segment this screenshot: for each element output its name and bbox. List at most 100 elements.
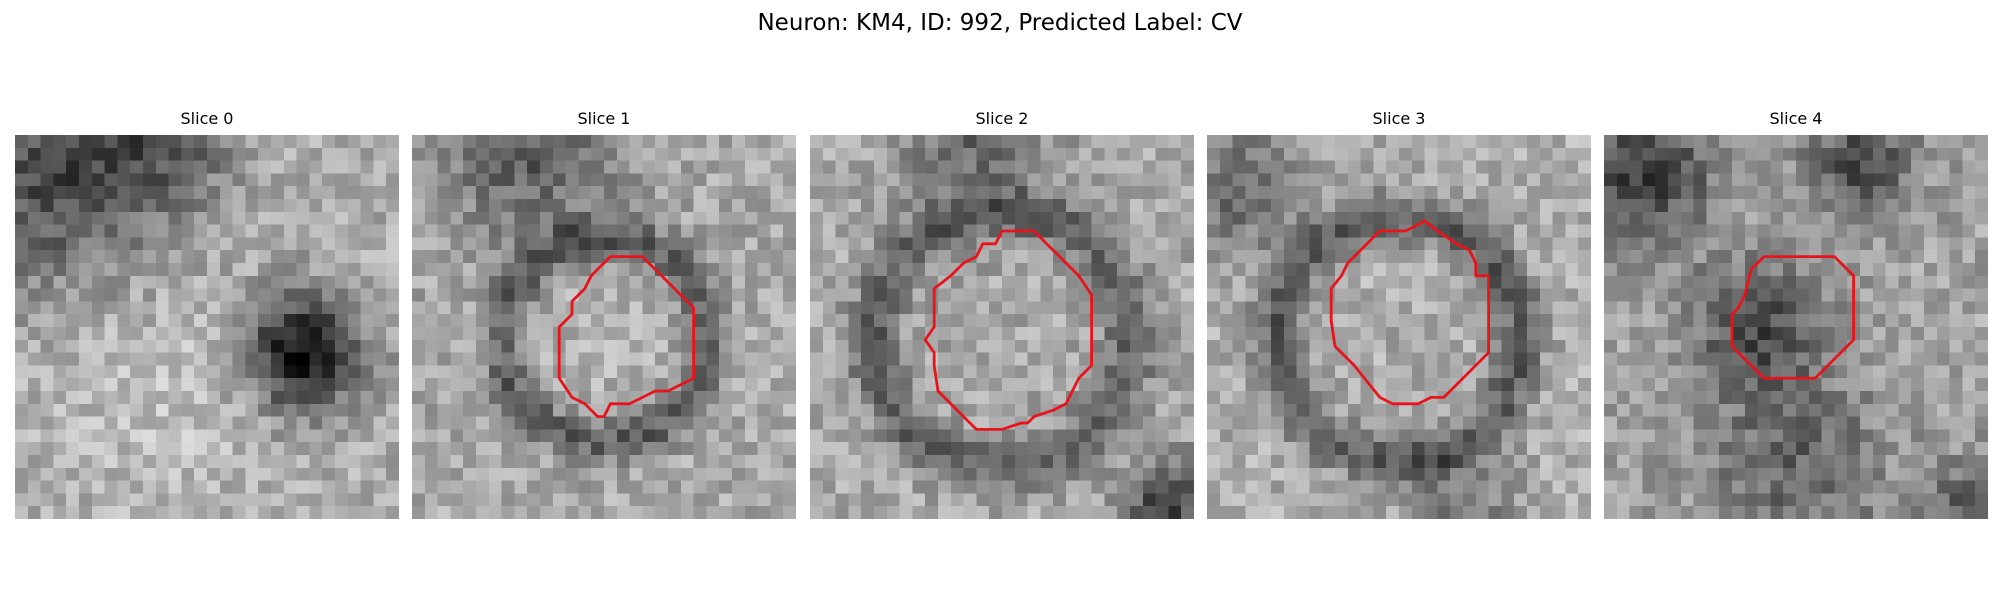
pixel bbox=[168, 263, 182, 277]
pixel bbox=[1732, 467, 1746, 481]
pixel bbox=[1719, 237, 1733, 251]
pixel bbox=[578, 173, 592, 187]
pixel bbox=[168, 467, 182, 481]
pixel bbox=[117, 275, 131, 289]
pixel bbox=[1411, 275, 1425, 289]
pixel bbox=[693, 442, 707, 456]
pixel bbox=[1130, 352, 1144, 366]
pixel bbox=[835, 416, 849, 430]
pixel bbox=[886, 467, 900, 481]
pixel bbox=[874, 173, 888, 187]
pixel bbox=[899, 199, 913, 213]
pixel bbox=[335, 339, 349, 353]
pixel bbox=[207, 288, 221, 302]
pixel bbox=[1604, 339, 1618, 353]
pixel bbox=[1514, 275, 1528, 289]
pixel bbox=[463, 493, 477, 507]
pixel bbox=[207, 493, 221, 507]
pixel bbox=[732, 391, 746, 405]
pixel bbox=[1207, 224, 1221, 238]
pixel bbox=[1501, 455, 1515, 469]
pixel bbox=[245, 352, 259, 366]
pixel bbox=[130, 147, 144, 161]
pixel bbox=[1386, 147, 1400, 161]
pixel bbox=[501, 391, 515, 405]
pixel bbox=[835, 442, 849, 456]
pixel bbox=[104, 147, 118, 161]
pixel bbox=[1271, 480, 1285, 494]
pixel bbox=[874, 314, 888, 328]
pixel bbox=[1053, 160, 1067, 174]
pixel bbox=[386, 391, 399, 405]
pixel bbox=[1757, 314, 1771, 328]
pixel bbox=[450, 314, 464, 328]
pixel bbox=[706, 365, 720, 379]
pixel bbox=[386, 378, 399, 392]
pixel bbox=[1232, 391, 1246, 405]
pixel bbox=[693, 480, 707, 494]
pixel bbox=[1411, 160, 1425, 174]
pixel bbox=[925, 263, 939, 277]
pixel bbox=[360, 442, 374, 456]
pixel bbox=[322, 314, 336, 328]
pixel bbox=[168, 160, 182, 174]
pixel bbox=[1373, 186, 1387, 200]
pixel bbox=[1014, 365, 1028, 379]
pixel bbox=[693, 339, 707, 353]
pixel bbox=[1411, 339, 1425, 353]
pixel bbox=[1834, 493, 1848, 507]
pixel bbox=[1719, 391, 1733, 405]
pixel bbox=[1578, 506, 1591, 519]
pixel bbox=[15, 339, 29, 353]
pixel bbox=[565, 186, 579, 200]
pixel bbox=[1373, 480, 1387, 494]
pixel bbox=[1155, 160, 1169, 174]
slice-panel-4: Slice 4 bbox=[1604, 108, 1988, 522]
pixel bbox=[1924, 314, 1938, 328]
pixel bbox=[501, 250, 515, 264]
pixel bbox=[770, 314, 784, 328]
pixel bbox=[1552, 403, 1566, 417]
pixel bbox=[91, 429, 105, 443]
pixel bbox=[155, 416, 169, 430]
pixel bbox=[1527, 160, 1541, 174]
pixel bbox=[1616, 416, 1630, 430]
pixel bbox=[950, 199, 964, 213]
pixel bbox=[1501, 480, 1515, 494]
pixel bbox=[886, 480, 900, 494]
pixel bbox=[1450, 506, 1464, 519]
pixel bbox=[1245, 455, 1259, 469]
pixel bbox=[1040, 263, 1054, 277]
pixel bbox=[1808, 391, 1822, 405]
pixel bbox=[874, 327, 888, 341]
pixel bbox=[143, 391, 157, 405]
pixel bbox=[386, 467, 399, 481]
pixel bbox=[770, 416, 784, 430]
pixel bbox=[130, 199, 144, 213]
pixel bbox=[296, 493, 310, 507]
pixel bbox=[476, 467, 490, 481]
pixel bbox=[925, 224, 939, 238]
pixel bbox=[976, 263, 990, 277]
pixel bbox=[1962, 506, 1976, 519]
pixel bbox=[1271, 275, 1285, 289]
pixel bbox=[810, 391, 824, 405]
pixel bbox=[835, 339, 849, 353]
pixel bbox=[1783, 352, 1797, 366]
pixel bbox=[1719, 365, 1733, 379]
pixel bbox=[989, 199, 1003, 213]
pixel bbox=[1680, 480, 1694, 494]
pixel bbox=[976, 186, 990, 200]
pixel bbox=[1117, 160, 1131, 174]
pixel bbox=[1885, 314, 1899, 328]
pixel bbox=[1936, 339, 1950, 353]
pixel bbox=[1872, 467, 1886, 481]
pixel bbox=[15, 391, 29, 405]
pixel bbox=[1002, 403, 1016, 417]
pixel bbox=[1207, 365, 1221, 379]
pixel bbox=[104, 250, 118, 264]
pixel bbox=[861, 288, 875, 302]
pixel bbox=[271, 147, 285, 161]
pixel bbox=[938, 250, 952, 264]
pixel bbox=[1424, 199, 1438, 213]
